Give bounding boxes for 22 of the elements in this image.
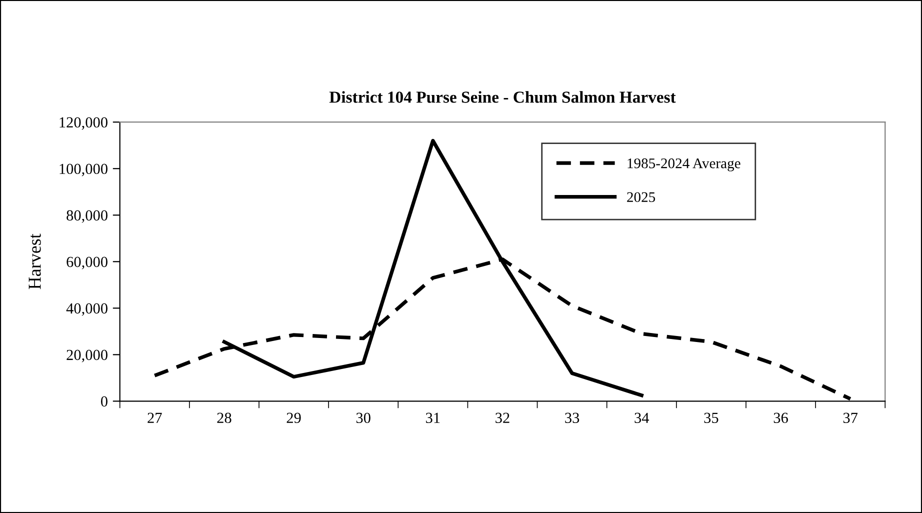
x-tick-label: 37	[843, 412, 858, 424]
x-tick-label: 30	[356, 412, 370, 424]
x-tick-label: 34	[634, 412, 650, 424]
x-tick-label: 32	[496, 412, 510, 424]
x-tick-label: 36	[774, 412, 788, 424]
chart-title: District 104 Purse Seine - Chum Salmon Harvest	[329, 91, 676, 103]
x-tick-label: 29	[286, 412, 301, 424]
x-tick-label: 27	[148, 412, 162, 423]
legend-label: 1985-2024 Average	[628, 158, 740, 172]
y-tick-label: 100,000	[60, 164, 108, 176]
x-tick-label: 31	[426, 412, 440, 424]
legend-label: 2025	[627, 192, 656, 202]
y-tick-label: 40,000	[66, 303, 108, 316]
x-tick-label: 35	[704, 412, 718, 424]
y-tick-label: 20,000	[66, 350, 108, 362]
y-tick-label: 80,000	[66, 210, 108, 223]
x-tick-label: 28	[217, 412, 232, 424]
y-tick-label: 0	[101, 396, 108, 407]
y-tick-label: 60,000	[66, 256, 108, 270]
y-tick-label: 120,000	[60, 117, 108, 130]
y-axis-title: Harvest	[28, 234, 41, 290]
x-tick-label: 33	[565, 412, 580, 424]
